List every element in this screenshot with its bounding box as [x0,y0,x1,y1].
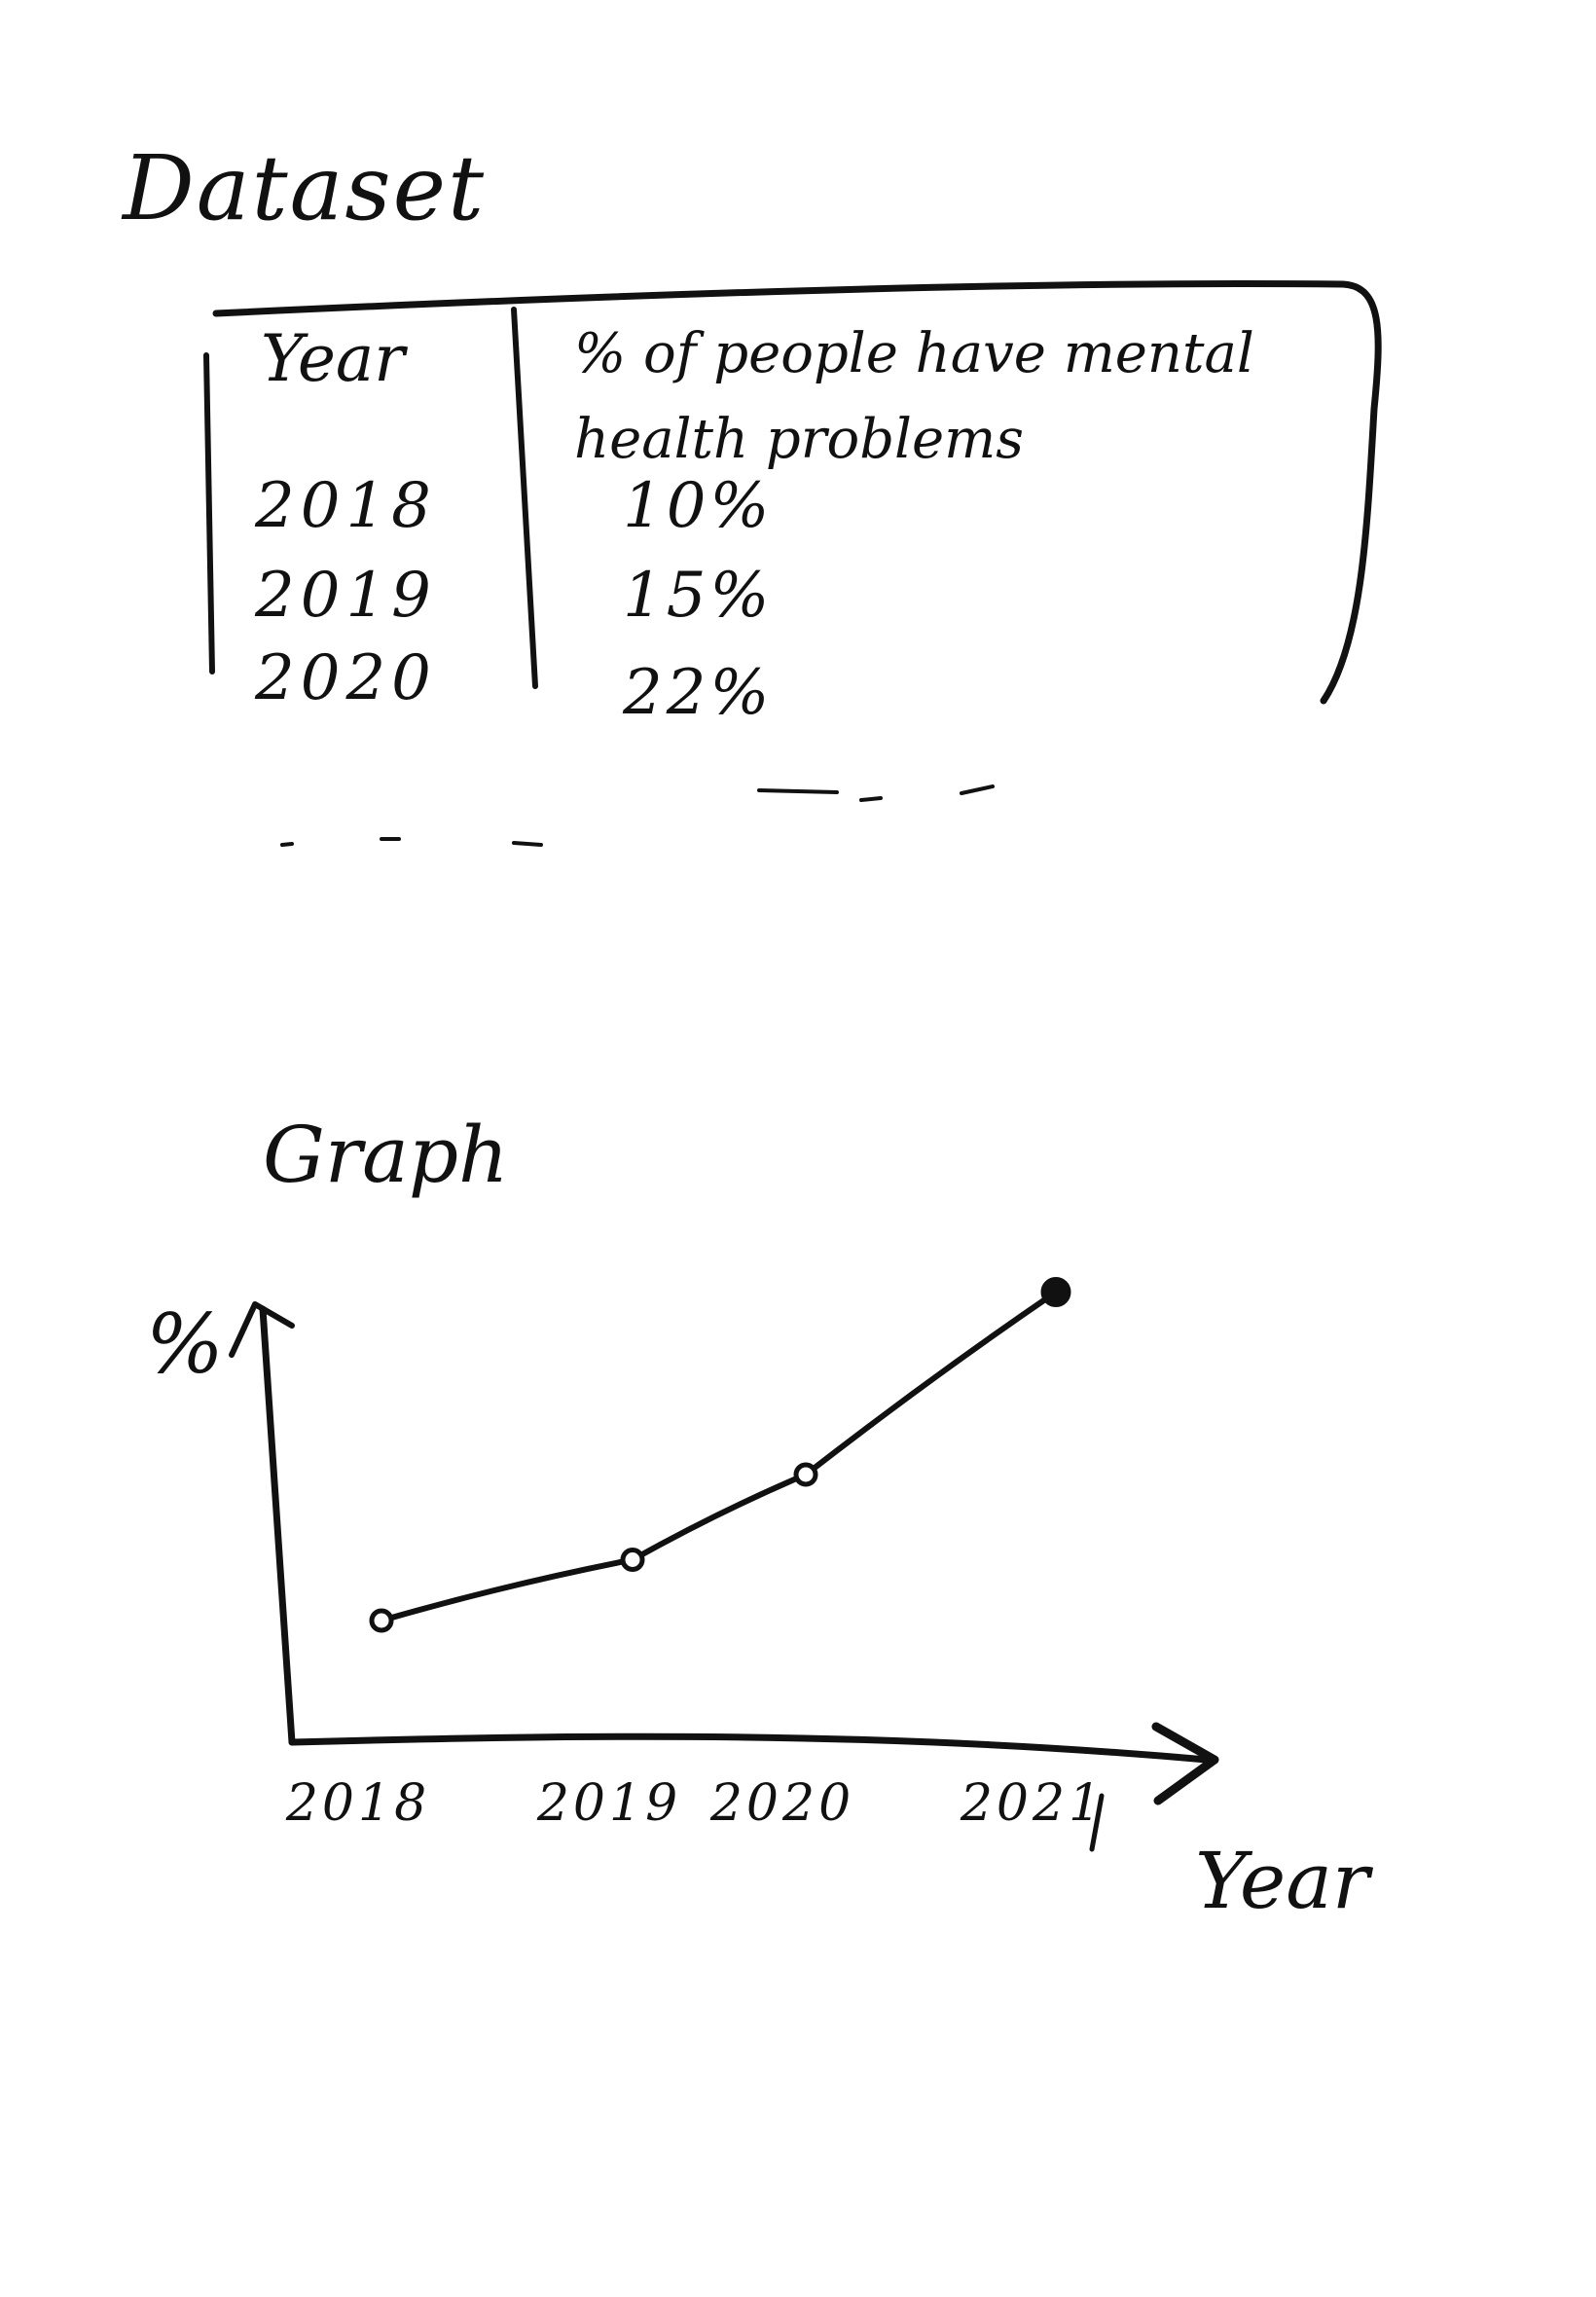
table-cell-value: 10% [623,470,774,542]
column-header-year: Year [261,321,405,396]
x-tick-labels: 2018 2019 2020 2021 [285,1774,1105,1833]
data-point [620,1548,645,1572]
x-axis-arrow [1151,1722,1219,1805]
x-axis-label: Year [1195,1836,1374,1926]
x-axis [288,1732,1211,1764]
y-axis [259,1305,296,1746]
data-point [793,1462,818,1487]
table-cell-year: 2019 [255,560,437,632]
table-cell-year: 2020 [255,642,437,714]
y-axis-arrow [229,1301,295,1358]
table-cell-value: 22% [623,657,774,729]
chart-marks [369,1277,1071,1633]
column-header-percent: % of people have mental health problems [574,322,1254,471]
table-cell-year: 2018 [255,470,437,542]
x-tick-label: 2021 [960,1774,1105,1833]
y-axis-label: % [146,1296,224,1392]
x-tick-label: 2018 [285,1774,430,1833]
series-line [379,1289,1059,1623]
data-point [369,1608,394,1633]
x-axis-tick [1089,1793,1105,1852]
axis-labels: % Year [146,1296,1374,1926]
x-tick-label: 2020 [709,1774,854,1833]
dataset-title: Dataset [123,136,487,240]
chart-axes [229,1301,1219,1852]
table-border [203,279,1382,847]
table-cell-value: 15% [623,560,774,632]
graph-title: Graph [263,1110,509,1200]
data-point [1040,1277,1071,1307]
x-tick-label: 2019 [536,1774,681,1833]
